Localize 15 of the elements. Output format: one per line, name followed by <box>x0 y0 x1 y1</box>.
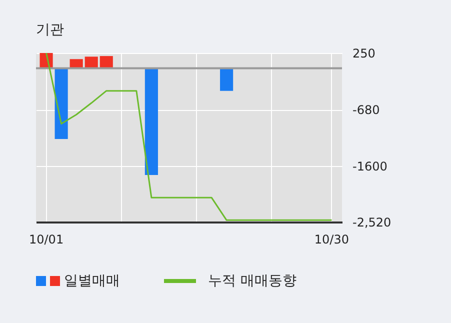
bar <box>144 68 158 176</box>
legend-label: 누적 매매동향 <box>208 272 296 290</box>
bar <box>54 68 68 140</box>
y-tick-label: -2,520 <box>352 216 392 230</box>
legend-label: 일별매매 <box>64 272 120 290</box>
bar <box>100 56 113 68</box>
bar <box>84 56 98 68</box>
line-series <box>46 52 332 221</box>
x-tick-label: 10/01 <box>28 232 64 246</box>
chart-title: 기관 <box>36 22 64 38</box>
bar <box>220 68 234 91</box>
x-tick-label: 10/30 <box>314 232 350 246</box>
y-tick-label: 250 <box>352 46 376 60</box>
y-tick-label: -680 <box>352 103 380 118</box>
y-tick-label: -1600 <box>352 159 388 174</box>
